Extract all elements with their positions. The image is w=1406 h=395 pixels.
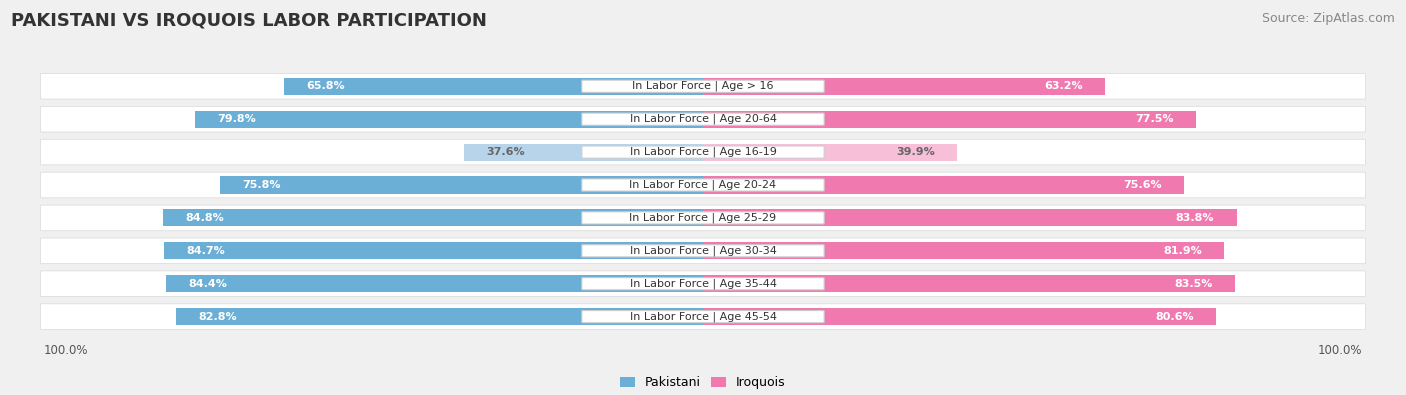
FancyBboxPatch shape: [582, 310, 824, 323]
Text: 83.8%: 83.8%: [1175, 213, 1215, 223]
FancyBboxPatch shape: [582, 245, 824, 257]
Bar: [703, 275, 1234, 292]
Bar: [703, 111, 1197, 128]
Text: In Labor Force | Age 16-19: In Labor Force | Age 16-19: [630, 147, 776, 157]
FancyBboxPatch shape: [582, 278, 824, 290]
Bar: [703, 177, 1184, 194]
Bar: [166, 275, 703, 292]
FancyBboxPatch shape: [41, 106, 1365, 132]
Text: 75.8%: 75.8%: [243, 180, 281, 190]
Bar: [703, 308, 1216, 325]
Text: 81.9%: 81.9%: [1163, 246, 1202, 256]
Text: 82.8%: 82.8%: [198, 312, 236, 322]
FancyBboxPatch shape: [41, 73, 1365, 99]
Text: In Labor Force | Age > 16: In Labor Force | Age > 16: [633, 81, 773, 92]
Bar: [176, 308, 703, 325]
Bar: [703, 78, 1105, 95]
FancyBboxPatch shape: [582, 146, 824, 158]
Text: 77.5%: 77.5%: [1136, 114, 1174, 124]
FancyBboxPatch shape: [582, 179, 824, 191]
FancyBboxPatch shape: [41, 172, 1365, 198]
Text: 80.6%: 80.6%: [1156, 312, 1194, 322]
Text: In Labor Force | Age 35-44: In Labor Force | Age 35-44: [630, 278, 776, 289]
Bar: [163, 209, 703, 226]
Text: In Labor Force | Age 30-34: In Labor Force | Age 30-34: [630, 246, 776, 256]
Text: PAKISTANI VS IROQUOIS LABOR PARTICIPATION: PAKISTANI VS IROQUOIS LABOR PARTICIPATIO…: [11, 12, 486, 30]
Text: 37.6%: 37.6%: [486, 147, 524, 157]
Text: 65.8%: 65.8%: [307, 81, 344, 91]
Text: In Labor Force | Age 20-64: In Labor Force | Age 20-64: [630, 114, 776, 124]
Bar: [703, 143, 957, 161]
Bar: [163, 242, 703, 260]
FancyBboxPatch shape: [41, 205, 1365, 231]
FancyBboxPatch shape: [41, 271, 1365, 297]
Bar: [464, 143, 703, 161]
FancyBboxPatch shape: [582, 113, 824, 125]
Text: 63.2%: 63.2%: [1045, 81, 1083, 91]
Bar: [195, 111, 703, 128]
Text: Source: ZipAtlas.com: Source: ZipAtlas.com: [1261, 12, 1395, 25]
Text: In Labor Force | Age 25-29: In Labor Force | Age 25-29: [630, 213, 776, 223]
Text: In Labor Force | Age 45-54: In Labor Force | Age 45-54: [630, 311, 776, 322]
Bar: [284, 78, 703, 95]
Text: 84.7%: 84.7%: [186, 246, 225, 256]
FancyBboxPatch shape: [41, 139, 1365, 165]
Text: 84.8%: 84.8%: [186, 213, 224, 223]
FancyBboxPatch shape: [41, 304, 1365, 329]
Text: 84.4%: 84.4%: [188, 279, 226, 289]
Bar: [703, 242, 1225, 260]
Legend: Pakistani, Iroquois: Pakistani, Iroquois: [616, 371, 790, 394]
FancyBboxPatch shape: [582, 80, 824, 92]
Text: 83.5%: 83.5%: [1174, 279, 1212, 289]
FancyBboxPatch shape: [41, 238, 1365, 264]
Text: 39.9%: 39.9%: [896, 147, 935, 157]
FancyBboxPatch shape: [582, 212, 824, 224]
Text: 75.6%: 75.6%: [1123, 180, 1161, 190]
Text: In Labor Force | Age 20-24: In Labor Force | Age 20-24: [630, 180, 776, 190]
Text: 79.8%: 79.8%: [217, 114, 256, 124]
Bar: [703, 209, 1236, 226]
Bar: [221, 177, 703, 194]
